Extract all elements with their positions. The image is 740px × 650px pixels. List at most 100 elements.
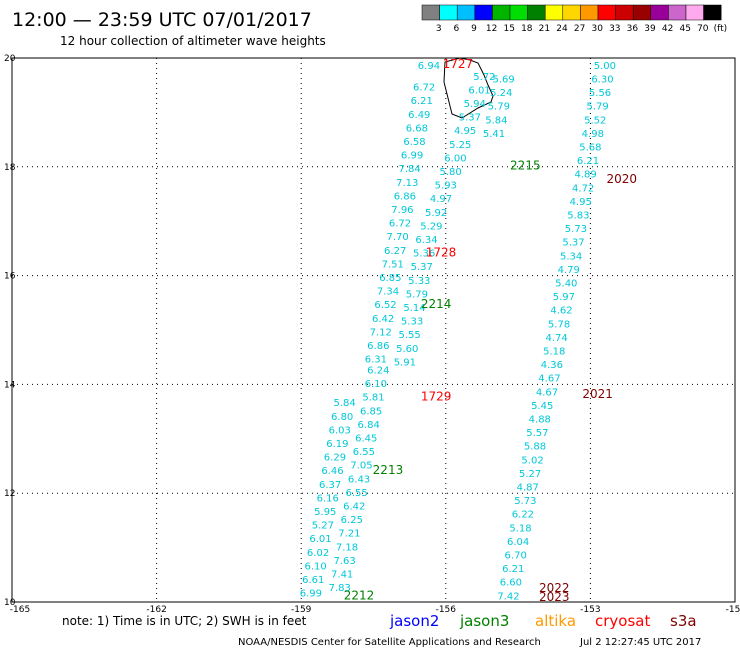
wave-height-value: 5.97 bbox=[553, 292, 575, 303]
legend-label: 3 bbox=[436, 24, 442, 34]
wave-height-value: 6.21 bbox=[502, 564, 524, 575]
wave-height-tracks: 6.94 6.72 6.21 6.49 6.68 6.58 6.99 7.84 7.13 6.86… bbox=[300, 61, 616, 602]
wave-height-value: 5.84 bbox=[485, 115, 507, 126]
wave-height-value: 4.89 bbox=[574, 170, 596, 181]
wave-height-value: 5.55 bbox=[399, 330, 421, 341]
wave-height-value: 6.86 bbox=[394, 191, 416, 202]
legend-swatch bbox=[685, 4, 704, 21]
wave-height-value: 6.42 bbox=[372, 314, 394, 325]
wave-height-value: 6.80 bbox=[331, 412, 353, 423]
wave-height-value: 5.95 bbox=[314, 507, 336, 518]
legend-label: 18 bbox=[521, 24, 533, 34]
wave-height-value: 6.99 bbox=[300, 589, 322, 600]
pass-labels: 1727 1728 1729 2215 2214 2213 2212 2020 2021 2022… bbox=[344, 57, 637, 604]
wave-height-value: 6.03 bbox=[329, 425, 351, 436]
wave-height-value: 6.72 bbox=[389, 219, 411, 230]
pass-label: 2215 bbox=[510, 159, 541, 173]
wave-height-value: 6.25 bbox=[341, 515, 363, 526]
legend-label: 36 bbox=[627, 24, 639, 34]
wave-height-value: 7.96 bbox=[391, 205, 413, 216]
wave-height-value: 5.18 bbox=[543, 346, 565, 357]
track-1727: 6.94 6.72 6.21 6.49 6.68 6.58 6.99 7.84 7.13 6.86… bbox=[365, 61, 440, 366]
legend-swatch bbox=[615, 4, 634, 21]
x-tick-label: -162 bbox=[146, 605, 166, 615]
pass-label: 2022 bbox=[539, 581, 570, 595]
wave-height-value: 6.55 bbox=[353, 447, 375, 458]
wave-height-value: 5.81 bbox=[362, 393, 384, 404]
wave-height-value: 5.00 bbox=[594, 61, 616, 72]
wave-height-value: 6.24 bbox=[367, 366, 389, 377]
wave-height-value: 5.83 bbox=[567, 210, 589, 221]
wave-height-value: 5.02 bbox=[521, 455, 543, 466]
wave-height-value: 5.25 bbox=[449, 140, 471, 151]
island-coastline bbox=[443, 57, 494, 119]
pass-label: 2023 bbox=[539, 590, 570, 604]
wave-height-value: 7.83 bbox=[329, 583, 351, 594]
wave-height-value: 6.31 bbox=[365, 355, 387, 366]
pass-label: 1729 bbox=[421, 390, 452, 404]
x-tick-label: -153 bbox=[580, 605, 600, 615]
wave-height-value: 4.36 bbox=[541, 360, 563, 371]
wave-height-value: 4.88 bbox=[529, 414, 551, 425]
wave-height-value: 6.61 bbox=[302, 575, 324, 586]
wave-height-value: 7.51 bbox=[382, 259, 404, 270]
x-tick-label: -156 bbox=[436, 605, 457, 615]
x-tick-label: -159 bbox=[291, 605, 312, 615]
wave-height-value: 5.57 bbox=[526, 428, 548, 439]
wave-height-value: 6.22 bbox=[512, 510, 534, 521]
satellite-s3a: s3a bbox=[670, 612, 697, 630]
wave-height-value: 5.37 bbox=[459, 113, 481, 124]
wave-height-value: 6.46 bbox=[321, 466, 343, 477]
track-1729: 6.24 6.10 5.81 6.85 6.84 6.45 6.55 7.05 6.43 6.55… bbox=[329, 366, 390, 595]
wave-height-value: 6.34 bbox=[415, 235, 437, 246]
wave-height-value: 4.87 bbox=[517, 482, 539, 493]
x-tick-label: -165 bbox=[10, 605, 30, 615]
wave-height-value: 5.92 bbox=[425, 208, 447, 219]
legend-swatch bbox=[544, 4, 564, 21]
wave-height-value: 6.29 bbox=[324, 453, 346, 464]
wave-height-value: 6.55 bbox=[345, 488, 367, 499]
wave-height-value: 7.13 bbox=[396, 178, 418, 189]
footnote: note: 1) Time is in UTC; 2) SWH is in fe… bbox=[62, 614, 307, 628]
wave-height-value: 6.49 bbox=[408, 110, 430, 121]
wave-height-value: 6.19 bbox=[326, 439, 348, 450]
wave-height-value: 4.79 bbox=[558, 265, 580, 276]
wave-height-value: 5.91 bbox=[394, 357, 416, 368]
wave-height-value: 7.42 bbox=[497, 591, 519, 602]
wave-height-value: 6.27 bbox=[384, 246, 406, 257]
wave-height-value: 5.94 bbox=[464, 99, 486, 110]
wave-height-value: 5.18 bbox=[509, 523, 531, 534]
track-2020: 5.00 6.30 5.56 5.79 5.52 4.98 5.68 6.21 4.89 4.72… bbox=[536, 61, 616, 398]
wave-height-value: 5.79 bbox=[406, 289, 428, 300]
legend-label: 33 bbox=[609, 24, 620, 34]
legend-label: 27 bbox=[574, 24, 585, 34]
y-tick-label: 12 bbox=[4, 489, 15, 499]
wave-height-value: 4.98 bbox=[582, 129, 604, 140]
wave-height-value: 5.40 bbox=[555, 278, 577, 289]
credit-line: NOAA/NESDIS Center for Satellite Applica… bbox=[238, 637, 541, 648]
wave-height-value: 5.33 bbox=[401, 317, 423, 328]
y-tick-label: 10 bbox=[4, 598, 16, 608]
wave-height-value: 6.30 bbox=[591, 74, 613, 85]
wave-height-value: 6.16 bbox=[317, 493, 339, 504]
satellite-cryosat: cryosat bbox=[595, 612, 650, 630]
wave-height-value: 4.72 bbox=[572, 183, 594, 194]
wave-height-value: 5.73 bbox=[514, 496, 536, 507]
y-tick-label: 20 bbox=[4, 54, 16, 64]
legend-swatch bbox=[439, 4, 458, 21]
wave-height-value: 5.78 bbox=[548, 319, 570, 330]
wave-height-value: 6.72 bbox=[413, 83, 435, 94]
plot-frame bbox=[11, 57, 736, 603]
legend-label: 15 bbox=[503, 24, 514, 34]
legend-swatch bbox=[632, 4, 652, 21]
wave-height-value: 5.33 bbox=[408, 276, 430, 287]
wave-height-value: 6.68 bbox=[406, 123, 428, 134]
legend-swatch bbox=[527, 4, 546, 21]
pass-label: 2021 bbox=[582, 387, 613, 401]
legend-label: 45 bbox=[679, 24, 690, 34]
legend-label: (ft) bbox=[714, 24, 728, 34]
wave-height-value: 7.70 bbox=[386, 232, 408, 243]
legend-swatch bbox=[456, 4, 476, 21]
pass-label: 2212 bbox=[344, 588, 375, 602]
